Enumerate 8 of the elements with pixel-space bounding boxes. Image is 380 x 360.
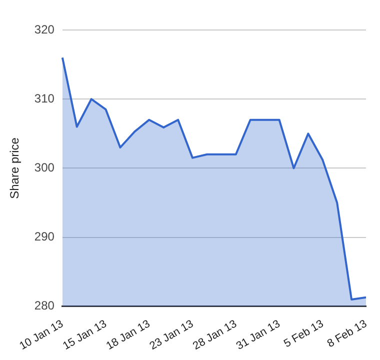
x-tick-label: 8 Feb 13	[325, 318, 370, 350]
y-tick-label: 300	[34, 160, 55, 175]
x-tick-label: 5 Feb 13	[282, 318, 326, 350]
y-axis-title: Share price	[8, 137, 22, 199]
y-tick-label: 320	[34, 22, 55, 36]
y-tick-label: 310	[34, 91, 55, 106]
y-tick-label: 280	[34, 298, 55, 313]
y-tick-label: 290	[34, 230, 55, 244]
